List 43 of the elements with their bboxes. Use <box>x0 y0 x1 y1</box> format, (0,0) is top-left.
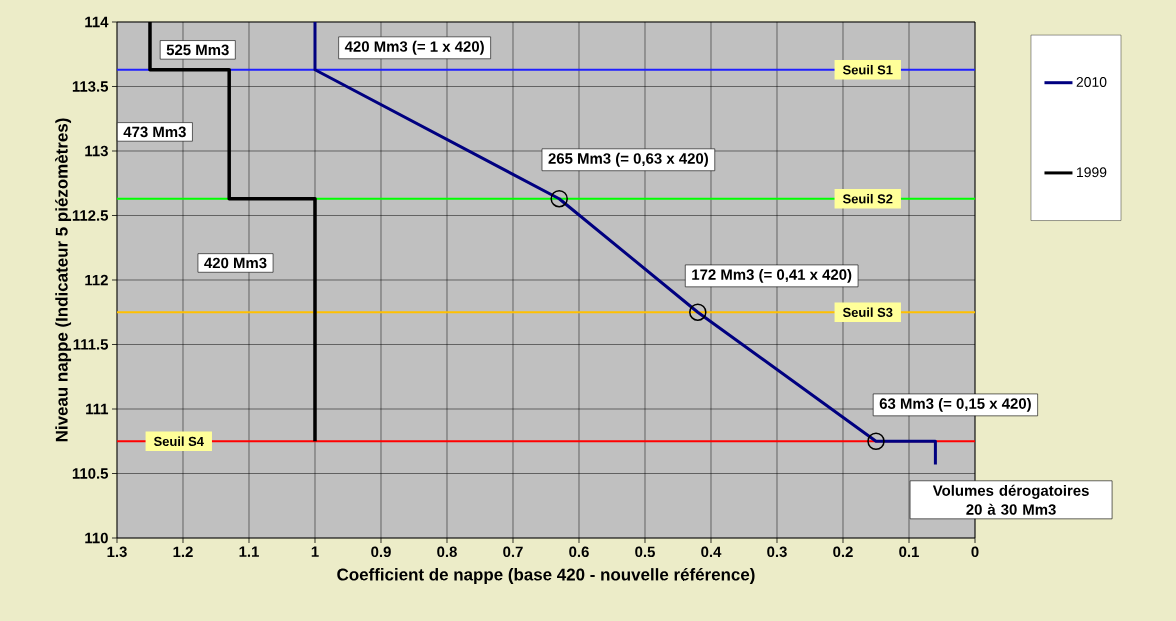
point <box>867 432 885 450</box>
y-tick-label: 112.5 <box>72 210 109 221</box>
ref-line-label: Seuil S2 <box>842 193 893 204</box>
x-tick-label: 0.3 <box>767 546 787 558</box>
annotation: 420 Mm3 <box>204 257 267 269</box>
annotation: 420 Mm3 (= 1 x 420) <box>344 40 484 55</box>
annotation: 473 Mm3 <box>123 126 186 138</box>
x-tick-label: 0.4 <box>701 546 722 558</box>
x-tick-label: 0.9 <box>371 546 391 558</box>
x-axis-title: Coefficient de nappe (base 420 - nouvelle référence) <box>337 567 755 584</box>
y-tick-label: 112 <box>85 274 108 286</box>
x-tick-label: 1.2 <box>173 546 193 557</box>
x-tick-label: 0.8 <box>437 546 457 558</box>
point <box>689 303 707 321</box>
y-tick-label: 110.5 <box>72 468 109 479</box>
x-tick-label: 0.5 <box>635 546 655 558</box>
x-tick-label: 0.2 <box>833 546 853 558</box>
legend-label: 2010 <box>1076 77 1107 87</box>
legend-label: 1999 <box>1077 167 1107 178</box>
x-tick-label: 1 <box>311 546 319 557</box>
y-tick-label: 113 <box>85 145 108 157</box>
ref-line-label: Seuil S1 <box>842 64 893 75</box>
x-tick-label: 0 <box>971 546 979 558</box>
y-axis-title: Niveau nappe (Indicateur 5 piézomètres) <box>55 118 72 442</box>
annotation: Volumes dérogatoires 20 à 30 Mm3 <box>932 484 1089 515</box>
x-tick-label: 1.1 <box>239 546 259 557</box>
x-tick-label: 0.6 <box>569 546 589 558</box>
ref-line-label: Seuil S3 <box>842 307 893 318</box>
line-series <box>313 20 937 466</box>
annotation: 63 Mm3 (= 0,15 x 420) <box>879 397 1031 412</box>
y-tick-label: 111.5 <box>73 339 109 350</box>
annotation: 172 Mm3 (= 0,41 x 420) <box>692 268 852 283</box>
x-tick-label: 1.3 <box>107 546 127 558</box>
point <box>550 189 568 208</box>
ref-line-label: Seuil S4 <box>153 436 204 446</box>
y-tick-label: 114 <box>85 16 109 28</box>
y-tick-label: 110 <box>85 532 108 544</box>
annotation: 525 Mm3 <box>166 44 229 56</box>
x-tick-label: 0.1 <box>899 546 919 558</box>
y-tick-label: 113.5 <box>72 81 109 92</box>
y-tick-label: 111 <box>86 403 109 415</box>
annotation: 265 Mm3 (= 0,63 x 420) <box>548 152 708 167</box>
x-tick-label: 0.7 <box>503 546 523 558</box>
